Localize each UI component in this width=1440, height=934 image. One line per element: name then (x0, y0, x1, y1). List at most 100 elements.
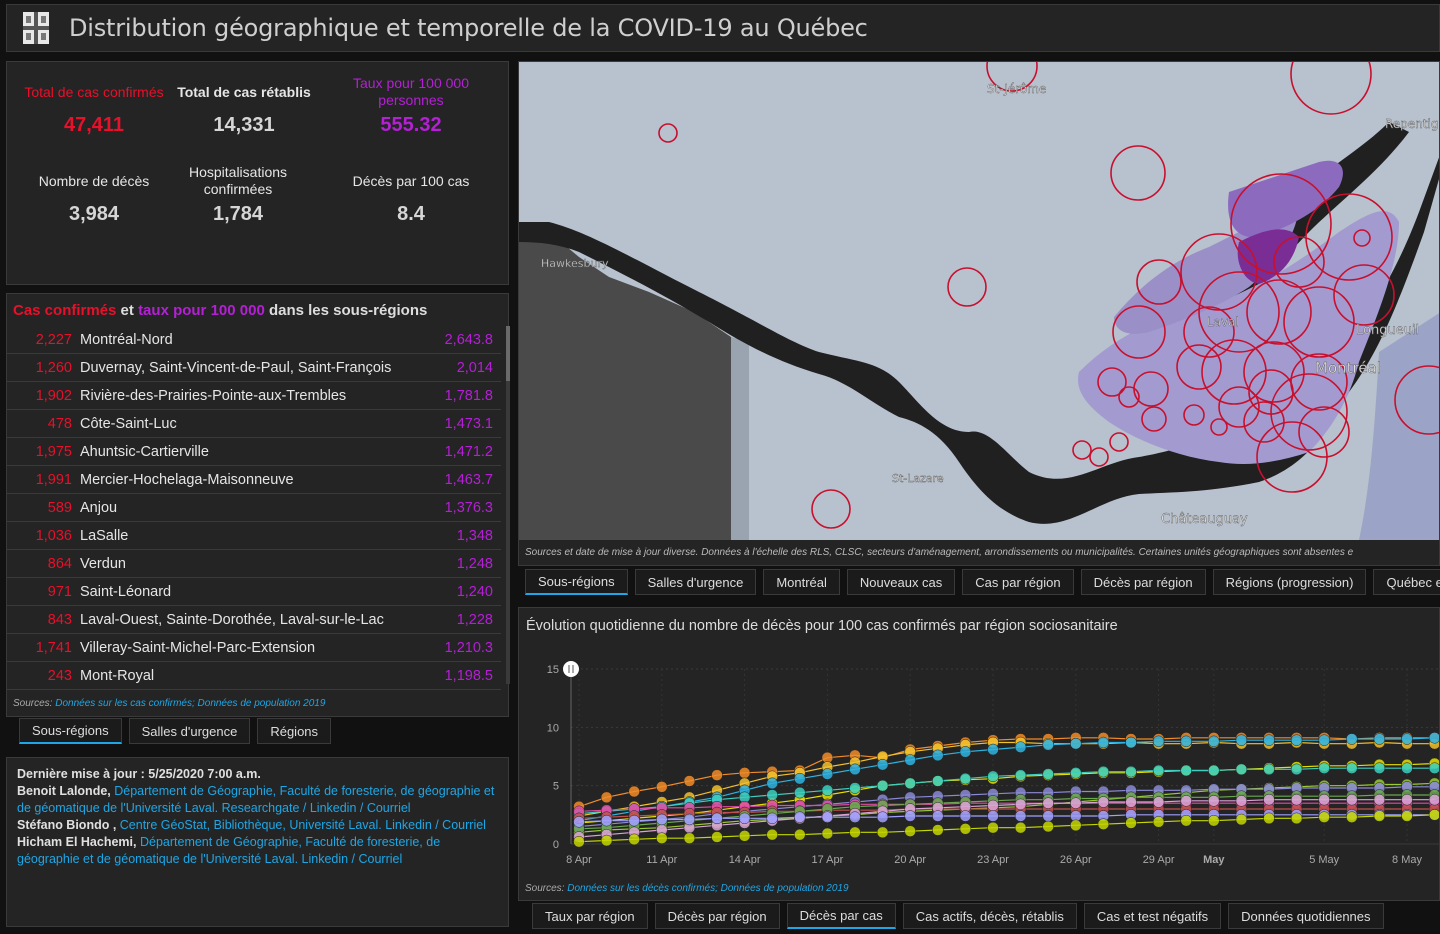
data-point[interactable] (1125, 817, 1137, 829)
list-item[interactable]: 864 Verdun 1,248 (7, 550, 501, 578)
data-point[interactable] (1318, 762, 1330, 774)
data-point[interactable] (1014, 769, 1027, 781)
data-point[interactable] (1208, 735, 1220, 748)
data-point[interactable] (1318, 734, 1330, 746)
data-point[interactable] (1097, 818, 1110, 830)
data-point[interactable] (1346, 762, 1358, 774)
data-point[interactable] (1180, 764, 1192, 777)
data-point[interactable] (1428, 793, 1440, 806)
credit-link[interactable]: Département de Géographie, Faculté de fo… (17, 784, 495, 815)
data-point[interactable] (794, 811, 806, 823)
data-point[interactable] (876, 811, 889, 823)
list-item[interactable]: 843 Laval-Ouest, Sainte-Dorothée, Laval-s… (7, 606, 501, 634)
data-point[interactable] (1014, 798, 1027, 811)
data-point[interactable] (1318, 811, 1330, 823)
data-point[interactable] (1235, 795, 1248, 807)
tab-regions[interactable]: Régions (257, 718, 332, 744)
data-point[interactable] (1290, 812, 1303, 825)
data-point[interactable] (849, 811, 861, 823)
data-point[interactable] (1042, 768, 1054, 780)
data-point[interactable] (628, 785, 640, 798)
data-point[interactable] (1373, 733, 1386, 745)
data-point[interactable] (987, 743, 999, 756)
data-point[interactable] (1290, 763, 1303, 776)
data-point[interactable] (738, 812, 751, 825)
data-point[interactable] (1014, 810, 1027, 822)
data-point[interactable] (1125, 736, 1137, 749)
data-point[interactable] (904, 825, 916, 837)
data-point[interactable] (876, 779, 889, 792)
data-point[interactable] (573, 835, 585, 848)
data-point[interactable] (1125, 796, 1137, 808)
tab-donnees-quotidiennes[interactable]: Données quotidiennes (1228, 903, 1384, 929)
tab-sous-regions[interactable]: Sous-régions (19, 718, 122, 744)
data-point[interactable] (849, 782, 861, 794)
data-point[interactable] (1401, 762, 1413, 774)
data-point[interactable] (656, 832, 668, 844)
data-point[interactable] (959, 823, 972, 835)
data-point[interactable] (932, 824, 944, 836)
data-point[interactable] (1125, 765, 1137, 778)
data-point[interactable] (656, 813, 668, 826)
data-point[interactable] (1235, 734, 1248, 746)
data-point[interactable] (600, 814, 613, 827)
data-point[interactable] (1373, 810, 1386, 822)
data-point[interactable] (1263, 763, 1275, 776)
data-point[interactable] (738, 830, 751, 842)
data-point[interactable] (876, 758, 889, 771)
data-point[interactable] (1152, 816, 1165, 828)
data-point[interactable] (1346, 811, 1358, 823)
data-point[interactable] (1014, 821, 1027, 834)
data-point[interactable] (904, 754, 916, 766)
data-point[interactable] (987, 810, 999, 822)
data-point[interactable] (1318, 793, 1330, 806)
data-point[interactable] (1263, 793, 1275, 806)
data-point[interactable] (1401, 733, 1413, 745)
data-point[interactable] (1235, 763, 1248, 776)
list-item[interactable]: 1,036 LaSalle 1,348 (7, 522, 501, 550)
data-point[interactable] (821, 768, 834, 780)
data-point[interactable] (1014, 741, 1027, 753)
tab-cas-actifs-deces-retablis[interactable]: Cas actifs, décès, rétablis (902, 903, 1077, 929)
data-point[interactable] (821, 784, 834, 797)
data-point[interactable] (1428, 732, 1440, 744)
data-point[interactable] (1042, 739, 1054, 751)
data-point[interactable] (683, 813, 696, 826)
data-point[interactable] (794, 828, 806, 841)
data-point[interactable] (1152, 735, 1165, 748)
tab-nouveaux-cas[interactable]: Nouveaux cas (846, 569, 956, 595)
data-point[interactable] (1097, 736, 1110, 749)
time-slider-handle[interactable] (563, 661, 579, 677)
data-point[interactable] (876, 826, 889, 839)
data-point[interactable] (1208, 814, 1220, 827)
tab-salles-d-urgence[interactable]: Salles d'urgence (634, 569, 757, 595)
data-point[interactable] (904, 777, 916, 790)
data-point[interactable] (766, 828, 778, 841)
data-point[interactable] (766, 777, 778, 790)
data-point[interactable] (1401, 793, 1413, 806)
data-point[interactable] (600, 834, 613, 847)
data-point[interactable] (1042, 810, 1054, 822)
list-item[interactable]: 478 Côte-Saint-Luc 1,473.1 (7, 410, 501, 438)
data-point[interactable] (1373, 762, 1386, 774)
data-point[interactable] (987, 770, 999, 783)
data-point[interactable] (959, 746, 972, 758)
data-point[interactable] (1180, 814, 1192, 827)
data-point[interactable] (1097, 796, 1110, 808)
data-point[interactable] (794, 786, 806, 799)
tab-montreal[interactable]: Montréal (763, 569, 840, 595)
data-point[interactable] (1263, 812, 1275, 825)
tab-deces-par-region[interactable]: Décès par région (1080, 569, 1206, 595)
data-point[interactable] (904, 810, 916, 822)
data-point[interactable] (738, 767, 751, 779)
data-point[interactable] (821, 827, 834, 840)
data-point[interactable] (1373, 793, 1386, 806)
tab-quebec-et-le-mo[interactable]: Québec et le Mo (1373, 569, 1440, 595)
data-point[interactable] (1152, 764, 1165, 777)
data-point[interactable] (1346, 733, 1358, 745)
data-point[interactable] (573, 816, 585, 828)
data-point[interactable] (628, 833, 640, 846)
list-item[interactable]: 1,991 Mercier-Hochelaga-Maisonneuve 1,463.… (7, 466, 501, 494)
deaths-per-case-line-chart[interactable]: 0 5 10 15 8 Apr 11 Apr 14 Apr 17 Apr 20 Apr 23 Ap… (519, 648, 1440, 898)
data-point[interactable] (600, 791, 613, 804)
